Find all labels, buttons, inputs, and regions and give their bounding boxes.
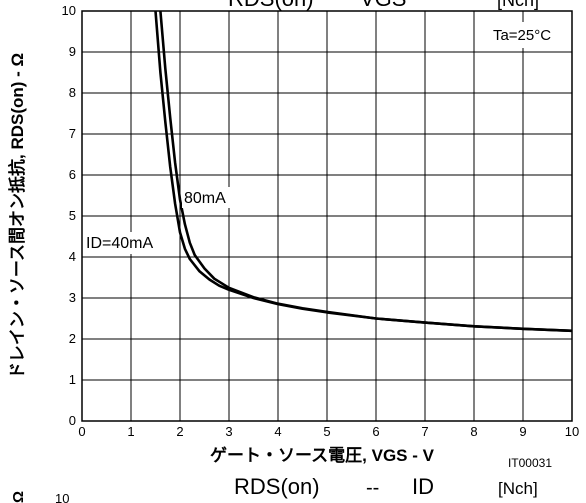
x-tick-label: 8 [470,424,477,439]
x-tick-label: 4 [274,424,281,439]
y-tick-label: 4 [69,249,76,264]
plot-frame [81,10,573,422]
y-tick-label: 5 [69,208,76,223]
y-tick-label: 8 [69,85,76,100]
y-tick-label: 1 [69,372,76,387]
series-line-0 [154,10,573,333]
x-tick-label: 2 [176,424,183,439]
bottom-unit-symbol: Ω [10,491,27,503]
annotation-80mA: 80mA [184,190,226,207]
x-tick-label: 10 [565,424,579,439]
bottom-title-tag: [Nch] [498,479,538,498]
condition-box: Ta=25°C [476,22,566,48]
y-tick-label: 0 [69,413,76,428]
x-tick-label: 1 [127,424,134,439]
x-tick-label: 7 [421,424,428,439]
y-axis-label: ドレイン・ソース間オン抵抗, RDS(on) - Ω [7,53,27,379]
top-title-middle: VGS [360,0,406,11]
bottom-title-left: RDS(on) [234,474,320,499]
y-tick-label: 2 [69,331,76,346]
top-title-left: RDS(on) [228,0,314,11]
figure-code: IT00031 [508,456,552,470]
series-lines [154,10,573,333]
x-tick-label: 0 [78,424,85,439]
bottom-title-right: ID [412,474,434,499]
y-tick-label: 3 [69,290,76,305]
series-line-1 [159,10,573,333]
condition-label: Ta=25°C [493,27,551,44]
annotation-id-40mA: ID=40mA [86,235,153,252]
x-tick-labels: 0 1 2 3 4 5 6 7 8 9 10 [78,424,579,439]
bottom-title-middle: -- [366,477,379,499]
x-tick-label: 3 [225,424,232,439]
annotations: 80mA ID=40mA [84,187,242,254]
x-tick-label: 5 [323,424,330,439]
y-tick-label: 9 [69,44,76,59]
x-tick-label: 6 [372,424,379,439]
y-tick-label: 7 [69,126,76,141]
bottom-title-partial: RDS(on) -- ID [Nch] 10 Ω [10,474,538,503]
top-title-right: [Nch] [497,0,539,10]
y-tick-label: 10 [62,3,76,18]
grid-lines [82,11,572,421]
y-tick-labels: 0 1 2 3 4 5 6 7 8 9 10 [62,3,76,428]
x-tick-label: 9 [519,424,526,439]
top-title-partial: RDS(on) VGS [Nch] [228,0,539,11]
bottom-next-y-tick: 10 [55,491,69,503]
y-tick-label: 6 [69,167,76,182]
x-axis-label: ゲート・ソース電圧, VGS - V [210,445,435,465]
